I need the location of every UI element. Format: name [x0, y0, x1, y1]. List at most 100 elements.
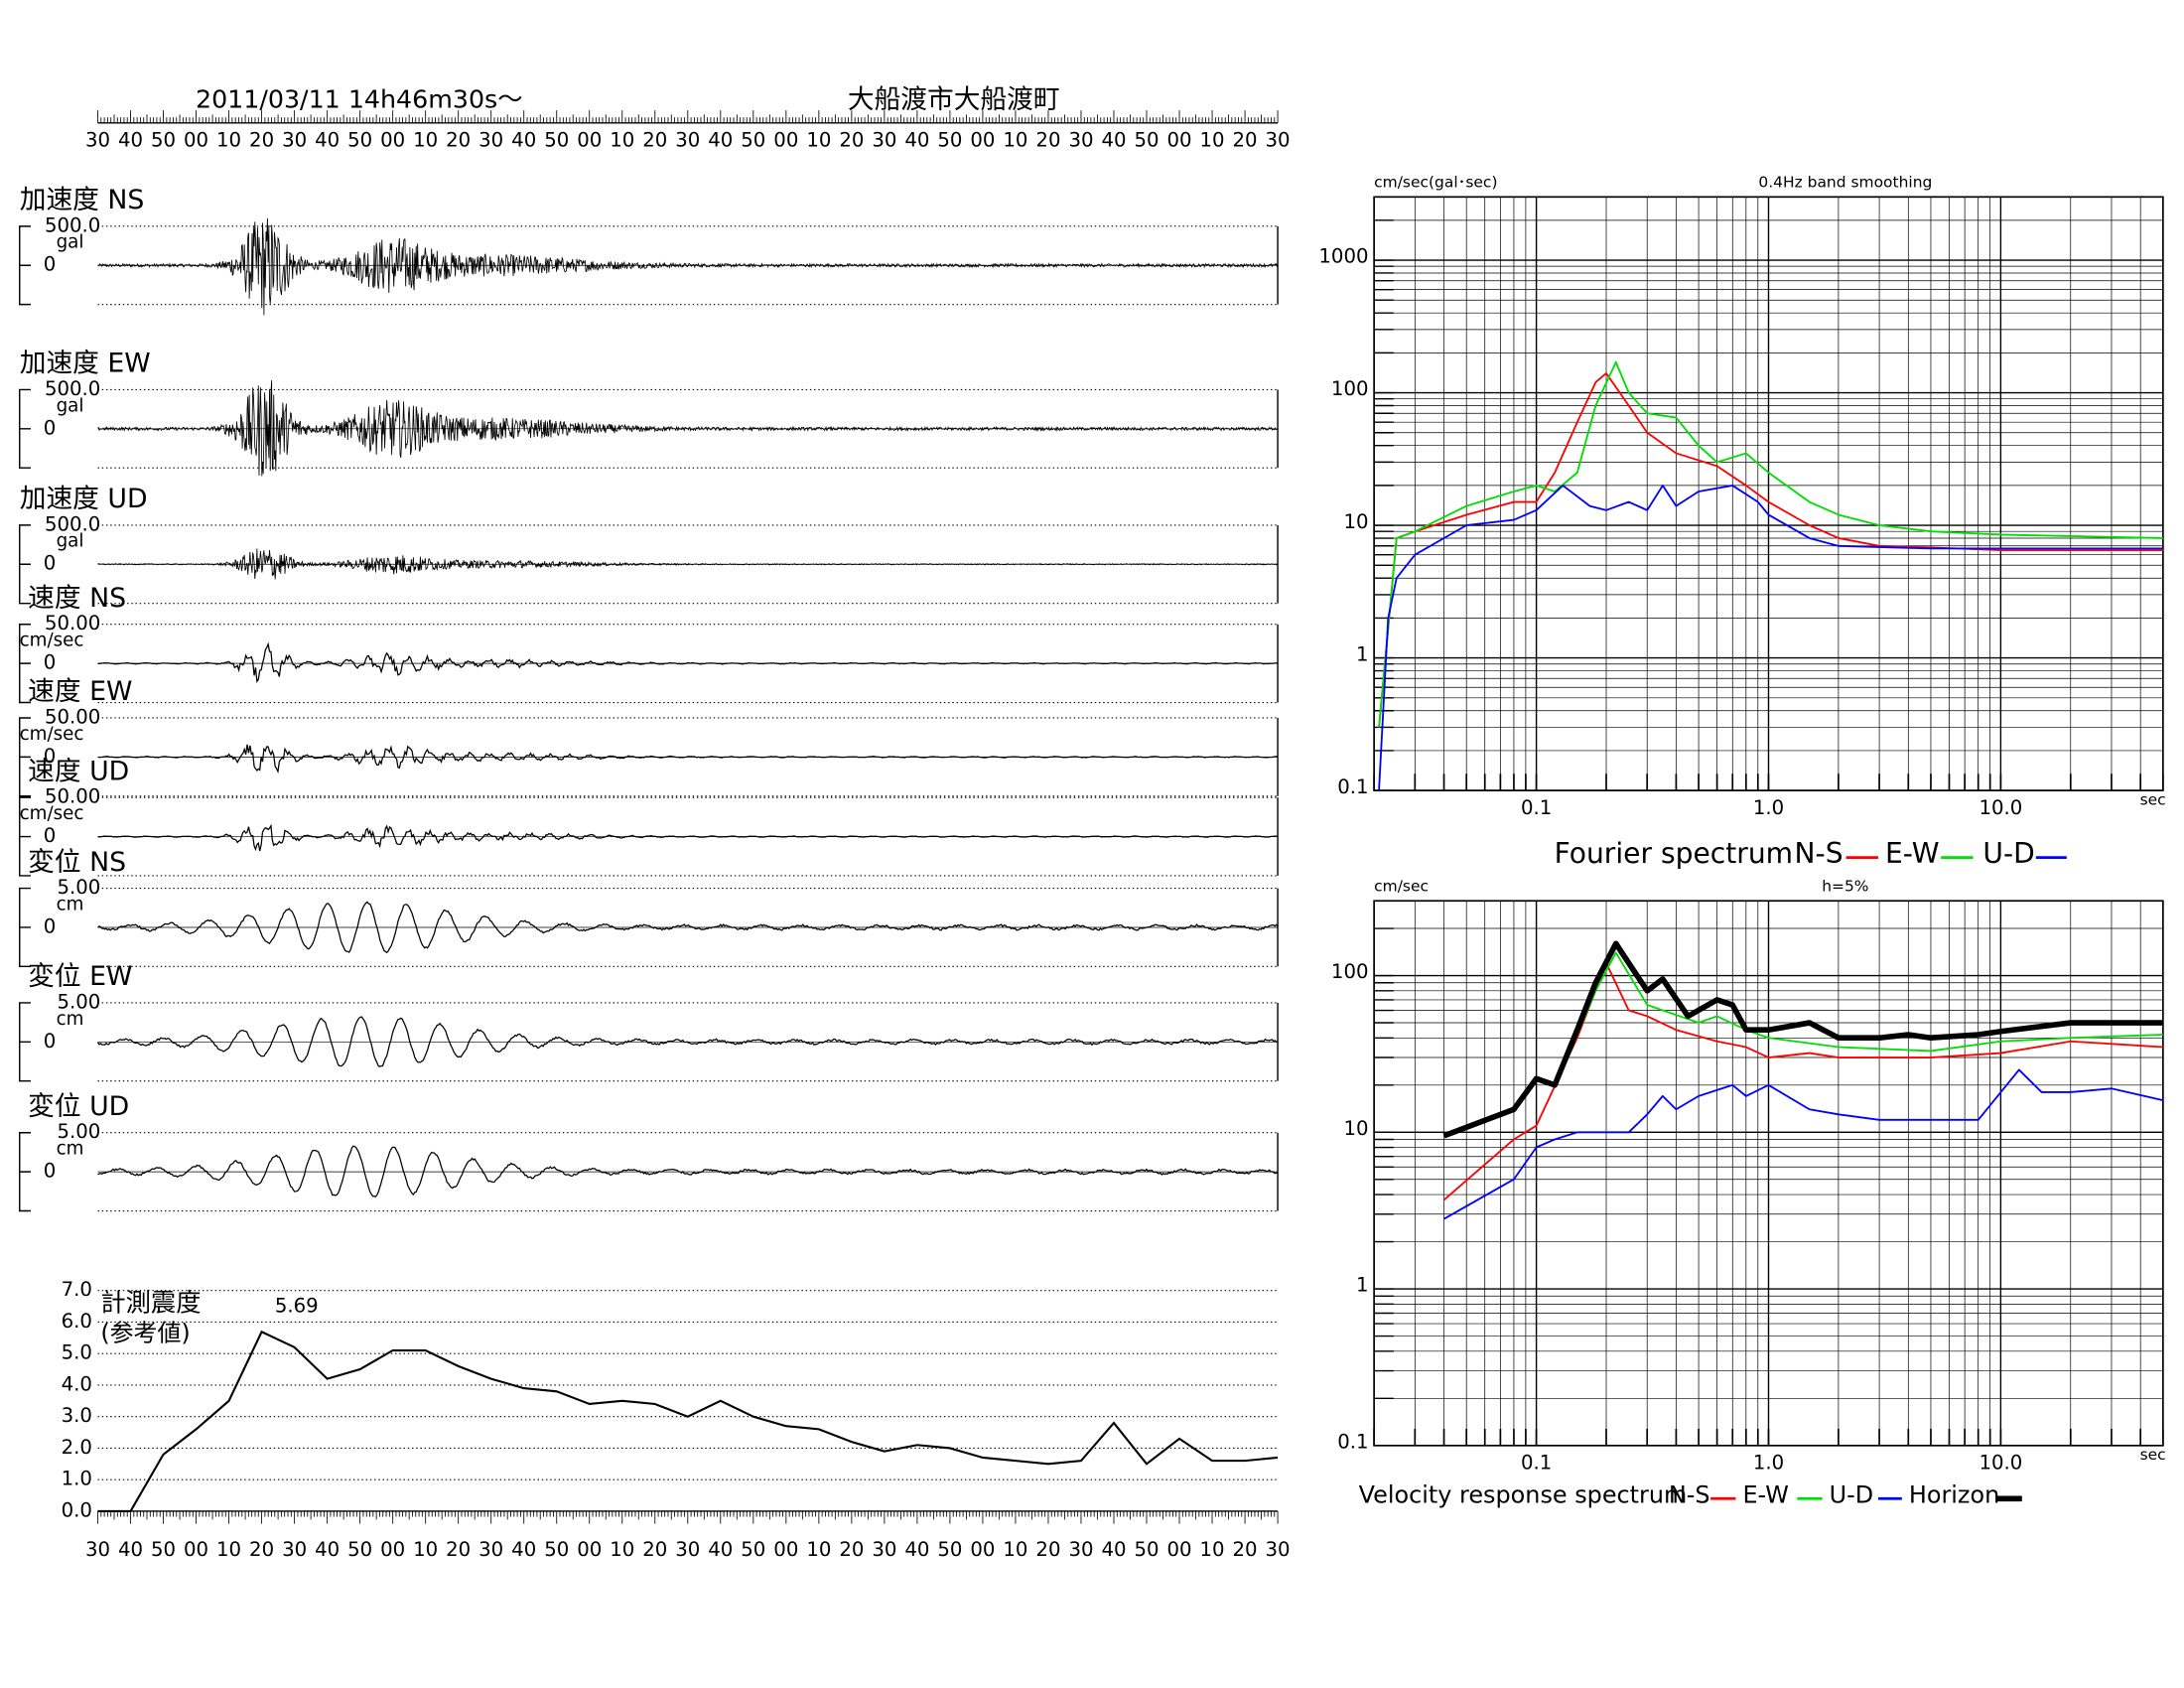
time-label: 20: [1035, 129, 1060, 152]
trace-unit: gal: [57, 531, 84, 552]
legend-label: N-S: [1795, 837, 1843, 870]
y-tick-label: 0.1: [1337, 775, 1368, 798]
trace-zero: 0: [44, 651, 57, 674]
spectrum-line: [1378, 485, 2163, 791]
trace-scale: 500.0: [45, 377, 100, 400]
trace-unit: cm: [57, 894, 84, 914]
trace-unit: gal: [57, 232, 84, 253]
time-label: 00: [970, 1538, 995, 1561]
trace-scale: 5.00: [57, 876, 100, 899]
x-tick-label: 0.1: [1521, 1452, 1552, 1475]
time-label: 40: [118, 1538, 143, 1561]
chart-title: 計測震度: [100, 1289, 201, 1318]
time-label: 00: [773, 1538, 798, 1561]
trace-scale: 50.00: [45, 612, 100, 634]
time-label: 20: [446, 129, 471, 152]
trace-zero: 0: [44, 416, 57, 439]
time-label: 10: [216, 1538, 241, 1561]
time-label: 50: [544, 129, 569, 152]
time-label: 30: [85, 1538, 110, 1561]
record-datetime: 2011/03/11 14h46m30s～: [196, 84, 523, 113]
time-label: 20: [249, 129, 274, 152]
trace-scale: 5.00: [57, 990, 100, 1013]
station-name: 大船渡市大船渡町: [848, 84, 1060, 115]
spectrum-line: [1378, 372, 2163, 728]
legend-label: U-D: [1982, 837, 2034, 870]
trace-label: 変位 EW: [28, 961, 132, 992]
y-tick-label: 1.0: [62, 1468, 92, 1490]
time-label: 40: [118, 129, 143, 152]
time-label: 30: [478, 1538, 503, 1561]
time-label: 50: [347, 129, 372, 152]
time-label: 20: [249, 1538, 274, 1561]
trace-bracket: [19, 717, 31, 797]
trace-unit: cm/sec: [20, 724, 84, 745]
time-label: 10: [413, 1538, 438, 1561]
y-tick-label: 0.0: [62, 1498, 92, 1521]
trace-waveform: [97, 217, 1279, 316]
trace-waveform: [97, 379, 1279, 477]
time-label: 50: [347, 1538, 372, 1561]
time-label: 50: [741, 1538, 765, 1561]
time-label: 20: [1233, 129, 1258, 152]
time-label: 30: [1068, 1538, 1093, 1561]
time-label: 40: [511, 1538, 536, 1561]
time-label: 40: [1101, 129, 1126, 152]
time-label: 00: [380, 129, 405, 152]
y-tick-label: 5.0: [62, 1341, 92, 1364]
time-label: 40: [315, 129, 340, 152]
time-label: 10: [1003, 129, 1027, 152]
spectrum-line: [1442, 940, 2163, 1139]
time-label: 10: [1200, 1538, 1225, 1561]
trace-waveform: [96, 1016, 1279, 1067]
trace-bracket: [19, 796, 31, 877]
time-label: 20: [446, 1538, 471, 1561]
time-label: 50: [937, 129, 962, 152]
y-tick-label: 10: [1343, 510, 1368, 533]
trace-waveform: [97, 641, 1279, 684]
trace-bracket: [19, 225, 31, 306]
time-label: 20: [642, 129, 667, 152]
legend-label: N-S: [1669, 1480, 1710, 1508]
time-label: 50: [544, 1538, 569, 1561]
trace-scale: 500.0: [45, 213, 100, 236]
time-label: 40: [511, 129, 536, 152]
time-label: 10: [1003, 1538, 1027, 1561]
time-label: 00: [773, 129, 798, 152]
time-label: 50: [151, 1538, 176, 1561]
time-label: 00: [184, 1538, 208, 1561]
trace-scale: 5.00: [57, 1120, 100, 1143]
trace-label: 加速度 NS: [20, 185, 145, 215]
time-label: 50: [937, 1538, 962, 1561]
trace-scale: 50.00: [45, 785, 100, 808]
y-tick-label: 0.1: [1337, 1431, 1368, 1454]
trace-waveform: [97, 744, 1279, 774]
plot-subtitle: 0.4Hz band smoothing: [1758, 174, 1932, 192]
trace-label: 速度 UD: [28, 756, 129, 786]
time-label: 30: [872, 129, 896, 152]
y-tick-label: 1: [1356, 642, 1369, 665]
trace-scale: 50.00: [45, 705, 100, 728]
trace-bracket: [19, 524, 31, 605]
time-label: 40: [315, 1538, 340, 1561]
time-label: 10: [610, 1538, 634, 1561]
time-label: 40: [904, 1538, 929, 1561]
time-label: 30: [282, 129, 307, 152]
y-axis-label: cm/sec: [1374, 878, 1429, 896]
trace-zero: 0: [44, 552, 57, 575]
time-label: 20: [642, 1538, 667, 1561]
chart-subtitle: (参考値): [100, 1319, 190, 1346]
trace-waveform: [97, 1145, 1279, 1197]
x-axis-label: sec: [2140, 1446, 2166, 1464]
trace-bracket: [19, 1002, 31, 1082]
y-axis-label: cm/sec(gal･sec): [1374, 174, 1497, 192]
plot-subtitle: h=5%: [1822, 878, 1868, 896]
trace-unit: cm/sec: [20, 631, 84, 651]
time-label: 30: [872, 1538, 896, 1561]
y-tick-label: 4.0: [62, 1372, 92, 1395]
trace-zero: 0: [44, 1030, 57, 1053]
time-label: 40: [708, 1538, 733, 1561]
time-label: 30: [1068, 129, 1093, 152]
